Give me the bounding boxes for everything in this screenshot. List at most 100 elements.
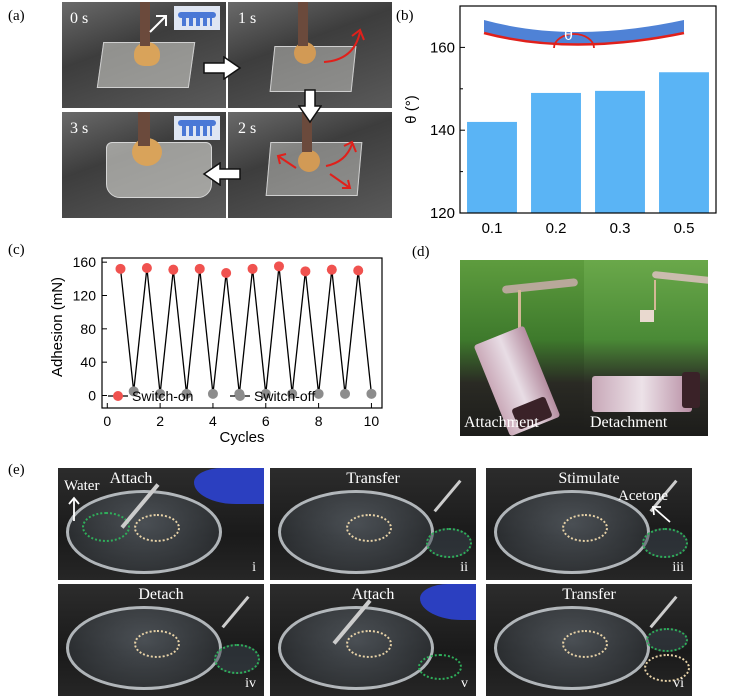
water-arrow-icon: [68, 496, 80, 521]
x-tick-label: 0: [103, 413, 111, 429]
legend-label-off: Switch-off: [254, 388, 315, 404]
detachment-caption: Detachment: [590, 414, 668, 431]
switch-on-point: [168, 264, 179, 275]
switch-off-point: [260, 388, 271, 399]
switch-on-point: [247, 263, 258, 274]
panel-e-label: (e): [8, 462, 25, 478]
panel-e-photo-5: Attach v: [270, 584, 476, 696]
x-tick-label: 0.3: [610, 220, 631, 237]
chart-c: 0 2 4 6 8 10 0 40 80 120 160 Cycles Adhesion (mN) Swi…: [49, 254, 383, 446]
step-number: i: [252, 560, 256, 575]
x-tick-label: 2: [156, 413, 164, 429]
time-label-0s: 0 s: [70, 10, 89, 27]
x-tick-label: 0.1: [482, 220, 503, 237]
target-outline: [346, 630, 392, 658]
panel-a-photo-2s: 2 s: [228, 112, 392, 218]
panel-b-label: (b): [396, 8, 414, 24]
x-tick-label: 0.5: [674, 220, 695, 237]
y-tick-label: 120: [73, 288, 97, 304]
x-tick-label: 10: [364, 413, 380, 429]
bar: [467, 121, 517, 213]
switch-off-point: [287, 388, 298, 399]
step-title: Attach: [351, 586, 395, 603]
target-outline: [644, 654, 690, 682]
bar: [595, 90, 645, 213]
x-axis-label: Cycles: [219, 429, 264, 446]
step-title: Transfer: [562, 586, 616, 603]
step-number: v: [461, 676, 468, 691]
sensor-diagram-icon: [174, 6, 220, 30]
bar: [531, 92, 581, 213]
chart-b: 0.1 0.2 0.3 0.5 120 140 160 θ (°) θ: [403, 5, 717, 237]
switch-off-point: [340, 388, 351, 399]
panel-d-photo-detachment: Detachment: [584, 260, 708, 436]
bar: [659, 72, 709, 214]
switch-on-point: [141, 263, 152, 273]
sensor-diagram-icon: [174, 116, 220, 140]
target-outline: [346, 514, 392, 542]
switch-off-point: [128, 386, 139, 397]
x-tick-label: 8: [315, 413, 323, 429]
step-title: Detach: [138, 586, 184, 603]
sample-highlight: [82, 512, 130, 542]
y-tick-label: 120: [430, 205, 455, 222]
step-title: Stimulate: [558, 470, 620, 487]
y-tick-label: 140: [430, 122, 455, 139]
panel-e-photo-2: Transfer ii: [270, 468, 476, 580]
x-tick-label: 6: [262, 413, 270, 429]
time-label-2s: 2 s: [238, 120, 257, 137]
target-outline: [562, 630, 608, 658]
switch-on-point: [194, 263, 205, 274]
time-label-3s: 3 s: [70, 120, 89, 137]
theta-symbol: θ: [564, 27, 573, 44]
flow-arrow-down-icon: [298, 89, 322, 124]
legend-marker-on: [113, 391, 123, 401]
sample-highlight: [642, 528, 688, 558]
y-tick-label: 80: [80, 321, 96, 337]
panel-c-label: (c): [8, 242, 25, 258]
target-outline: [134, 630, 180, 658]
flow-arrow-left-icon: [202, 162, 241, 186]
attachment-caption: Attachment: [464, 414, 539, 431]
y-tick-label: 0: [88, 388, 96, 404]
switch-on-point: [353, 265, 364, 276]
switch-off-point: [207, 388, 218, 399]
switch-on-point: [326, 264, 337, 275]
plot-frame: [459, 5, 717, 214]
panel-e-photo-1: Attach i: [58, 468, 264, 580]
plot-frame: [101, 257, 383, 409]
y-axis-label: Adhesion (mN): [49, 277, 66, 377]
peel-arrows-icon: [276, 140, 357, 189]
water-label: Water: [64, 478, 100, 494]
lift-arrow-icon: [323, 28, 365, 63]
step-title: Transfer: [346, 470, 400, 487]
panel-a-photo-0s: 0 s: [62, 2, 226, 108]
switch-off-point: [366, 388, 377, 399]
panel-e-photo-6: Transfer vi: [486, 584, 692, 696]
step-number: iv: [245, 676, 256, 691]
step-title: Attach: [109, 470, 153, 487]
panel-d-photo-attachment: Attachment: [460, 260, 584, 436]
y-tick-label: 40: [80, 354, 96, 370]
switch-on-point: [273, 261, 284, 272]
y-tick-label: 160: [430, 39, 455, 56]
acetone-arrow-icon: [651, 506, 671, 523]
y-axis-label: θ (°): [403, 95, 420, 124]
sample-highlight: [418, 654, 462, 680]
switch-off-point: [155, 388, 166, 399]
y-tick-label: 160: [73, 254, 97, 270]
target-outline: [134, 514, 180, 542]
acetone-label: Acetone: [618, 488, 668, 504]
panel-a-label: (a): [8, 8, 25, 24]
sample-highlight: [426, 528, 472, 558]
flow-arrow-right-icon: [203, 56, 242, 80]
legend-marker-off: [235, 391, 245, 401]
cycle-line: [119, 266, 373, 394]
panel-e-photo-4: Detach iv: [58, 584, 264, 696]
x-tick-label: 4: [209, 413, 217, 429]
pointer-arrow-icon: [149, 15, 167, 33]
switch-off-point: [181, 388, 192, 399]
bending-angle-diagram: θ: [483, 20, 685, 49]
step-number: iii: [672, 560, 684, 575]
target-outline: [562, 514, 608, 542]
